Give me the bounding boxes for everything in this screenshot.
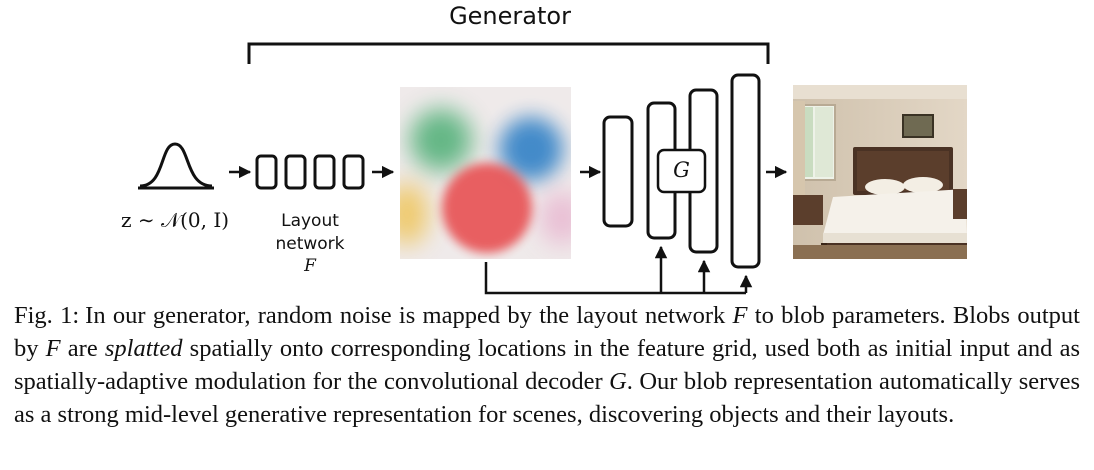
blob-green <box>410 109 472 171</box>
caption-part4: spatially onto corresponding locations i… <box>14 335 1080 395</box>
generator-bracket <box>247 42 770 64</box>
caption-var-f2: F <box>45 335 61 362</box>
caption-label: Fig. 1: <box>14 302 80 329</box>
caption-emph: splatted <box>104 335 183 362</box>
blob-feature-grid <box>400 87 571 259</box>
layout-label-line1: Layout <box>281 211 339 231</box>
layout-symbol: F <box>304 256 316 276</box>
blob-yellow <box>400 183 428 245</box>
figure-caption: Fig. 1: In our generator, random noise is… <box>14 299 1080 431</box>
caption-part1: In our generator, random noise is mapped… <box>85 302 733 329</box>
caption-part5: . Our blob representation automatically … <box>14 368 1080 428</box>
layout-network-blocks <box>255 154 365 190</box>
noise-label: z ∼ 𝒩(0, I) <box>120 208 230 232</box>
modulation-connections <box>484 245 753 295</box>
generated-bedroom-image <box>793 85 967 259</box>
caption-var-f1: F <box>732 302 748 329</box>
caption-var-g: G <box>609 368 627 395</box>
decoder-g-box <box>656 148 707 194</box>
blob-red <box>442 163 532 253</box>
architecture-diagram <box>138 42 788 295</box>
generator-figure: Generator <box>120 2 967 295</box>
caption-paragraph: Fig. 1: In our generator, random noise is… <box>14 299 1080 431</box>
layout-label-line2: network <box>275 234 345 254</box>
decoder-symbol: G <box>673 158 690 182</box>
caption-part3: are <box>60 335 105 362</box>
generator-label: Generator <box>449 2 571 30</box>
caption-part2: to blob parameters. Blobs output by <box>14 302 1080 362</box>
blob-pink <box>540 191 571 245</box>
gaussian-noise-icon <box>138 142 214 190</box>
